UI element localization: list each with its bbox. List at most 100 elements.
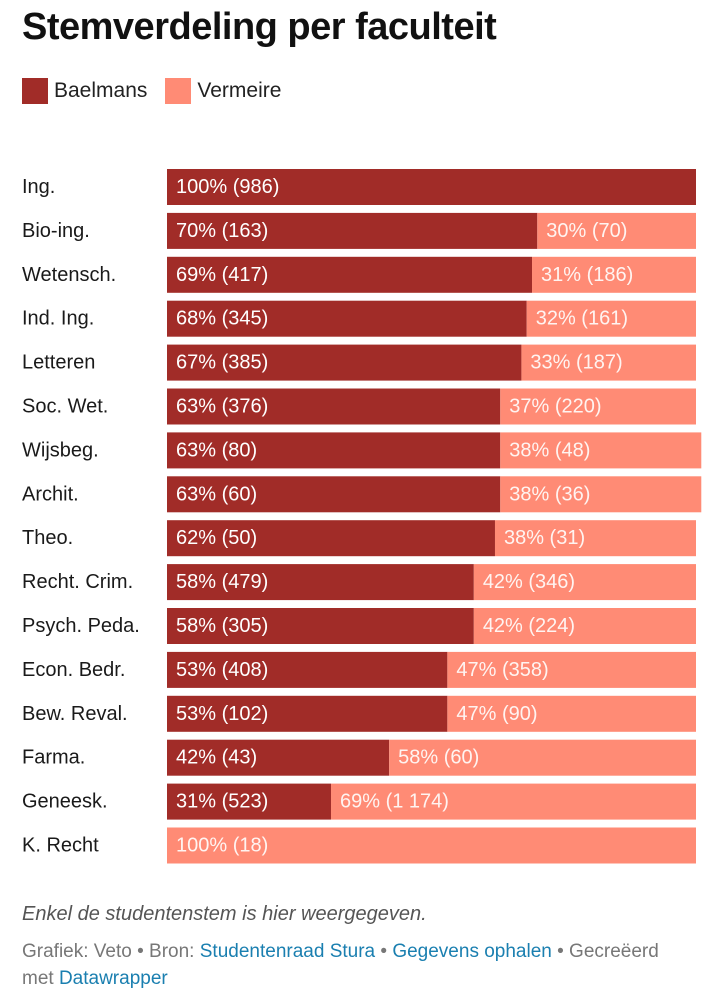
- bar-segment-baelmans: [167, 608, 474, 644]
- bar-segment-vermeire: [389, 739, 696, 776]
- datawrapper-link[interactable]: Datawrapper: [58, 968, 168, 989]
- data-label-baelmans: 58% (305): [176, 615, 268, 637]
- bar-segment-vermeire: [494, 520, 696, 557]
- chart-note: Enkel de studentenstem is hier weergegev…: [22, 903, 427, 925]
- data-label-baelmans: 53% (102): [176, 703, 268, 725]
- data-label-baelmans: 63% (376): [176, 396, 268, 418]
- bar-row-wetensch: Wetensch. 69% (417) 31% (186): [22, 256, 696, 293]
- chart-title: Stemverdeling per faculteit: [22, 6, 497, 48]
- data-label-baelmans: 62% (50): [176, 527, 257, 549]
- bar-segment-vermeire: [447, 651, 696, 688]
- data-label-baelmans: 67% (385): [176, 352, 268, 374]
- data-label-vermeire: 42% (224): [483, 615, 575, 637]
- category-label: Soc. Wet.: [22, 396, 108, 418]
- legend-label-vermeire: Vermeire: [197, 79, 282, 102]
- legend: Baelmans Vermeire: [22, 78, 299, 104]
- data-label-baelmans: 68% (345): [176, 308, 268, 330]
- category-label: Wijsbeg.: [22, 439, 99, 461]
- bar-row-ind-ing: Ind. Ing. 68% (345) 32% (161): [22, 300, 696, 337]
- bar-segment-vermeire: [500, 476, 702, 513]
- bar-row-ing: Ing. 100% (986): [22, 169, 696, 205]
- bar-segment-baelmans: [167, 169, 696, 205]
- bar-segment-vermeire: [521, 344, 696, 381]
- data-label-baelmans: 63% (80): [176, 439, 257, 461]
- bar-row-econ-bedr: Econ. Bedr. 53% (408) 47% (358): [22, 651, 696, 688]
- category-label: Archit.: [22, 483, 79, 505]
- bar-row-bew-reval: Bew. Reval. 53% (102) 47% (90): [22, 695, 696, 732]
- data-label-vermeire: 47% (358): [456, 659, 548, 681]
- category-label: Geneesk.: [22, 791, 108, 813]
- data-label-vermeire: 38% (48): [509, 439, 590, 461]
- data-label-baelmans: 31% (523): [176, 791, 268, 813]
- data-label-vermeire: 38% (36): [509, 483, 590, 505]
- category-label: Econ. Bedr.: [22, 659, 125, 681]
- bar-row-recht-crim: Recht. Crim. 58% (479) 42% (346): [22, 564, 696, 601]
- data-label-vermeire: 32% (161): [536, 308, 628, 330]
- data-label-vermeire: 100% (18): [176, 835, 268, 857]
- data-label-vermeire: 69% (1 174): [340, 791, 449, 813]
- data-label-vermeire: 37% (220): [509, 396, 601, 418]
- bar-segment-baelmans: [167, 212, 538, 249]
- bar-segment-baelmans: [167, 783, 331, 820]
- bar-segment-baelmans: [167, 256, 533, 293]
- bar-row-psych-peda: Psych. Peda. 58% (305) 42% (224): [22, 608, 696, 644]
- data-label-baelmans: 63% (60): [176, 483, 257, 505]
- bar-row-letteren: Letteren 67% (385) 33% (187): [22, 344, 696, 381]
- category-label: Letteren: [22, 352, 95, 374]
- legend-swatch-vermeire: [165, 78, 192, 104]
- bar-segment-vermeire: [473, 608, 696, 644]
- data-label-vermeire: 33% (187): [530, 352, 622, 374]
- bar-segment-vermeire: [447, 695, 696, 732]
- data-label-baelmans: 70% (163): [176, 220, 268, 242]
- footer-credit: Grafiek: Veto • Bron:: [22, 941, 200, 962]
- category-label: Bio-ing.: [22, 220, 90, 242]
- data-label-vermeire: 42% (346): [483, 571, 575, 593]
- bar-segment-vermeire: [473, 564, 696, 601]
- data-label-baelmans: 100% (986): [176, 176, 279, 198]
- bar-segment-baelmans: [167, 388, 501, 425]
- bar-segment-baelmans: [167, 432, 501, 469]
- category-label: Recht. Crim.: [22, 571, 133, 593]
- bar-row-archit: Archit. 63% (60) 38% (36): [22, 476, 702, 513]
- legend-swatch-baelmans: [22, 78, 48, 104]
- data-label-vermeire: 31% (186): [541, 264, 633, 286]
- category-label: Ind. Ing.: [22, 308, 94, 330]
- category-label: Wetensch.: [22, 264, 116, 286]
- category-label: Ing.: [22, 176, 55, 198]
- footer-created-with: • Gecreëerd met: [22, 941, 659, 989]
- bar-segment-vermeire: [167, 827, 696, 864]
- data-label-baelmans: 69% (417): [176, 264, 268, 286]
- source-link[interactable]: Studentenraad Stura: [199, 941, 376, 962]
- bar-row-geneesk: Geneesk. 31% (523) 69% (1 174): [22, 783, 696, 820]
- category-label: Psych. Peda.: [22, 615, 140, 637]
- bar-segment-vermeire: [537, 212, 696, 249]
- bar-segment-baelmans: [167, 476, 501, 513]
- bar-segment-baelmans: [167, 300, 527, 337]
- bar-row-theo: Theo. 62% (50) 38% (31): [22, 520, 696, 557]
- bar-segment-baelmans: [167, 564, 474, 601]
- data-label-baelmans: 42% (43): [176, 747, 257, 769]
- bar-segment-vermeire: [500, 432, 702, 469]
- data-label-vermeire: 58% (60): [398, 747, 479, 769]
- footer-separator: •: [375, 941, 393, 962]
- data-label-baelmans: 53% (408): [176, 659, 268, 681]
- category-label: K. Recht: [22, 835, 99, 857]
- bar-row-soc-wet: Soc. Wet. 63% (376) 37% (220): [22, 388, 696, 425]
- legend-label-baelmans: Baelmans: [54, 79, 148, 102]
- category-label: Theo.: [22, 527, 73, 549]
- legend-item-baelmans: Baelmans: [22, 78, 147, 104]
- bar-segment-vermeire: [330, 783, 696, 820]
- stacked-bar-chart: Ing. 100% (986) Bio-ing. 70% (163) 30% (70) W…: [22, 169, 702, 864]
- legend-item-vermeire: Vermeire: [165, 78, 281, 104]
- data-label-baelmans: 58% (479): [176, 571, 268, 593]
- bar-row-wijsbeg: Wijsbeg. 63% (80) 38% (48): [22, 432, 702, 469]
- data-label-vermeire: 47% (90): [456, 703, 537, 725]
- bar-segment-baelmans: [167, 344, 522, 381]
- bar-segment-baelmans: [167, 739, 390, 776]
- bar-row-k-recht: K. Recht 100% (18): [22, 827, 696, 864]
- get-data-link[interactable]: Gegevens ophalen: [392, 941, 552, 962]
- bar-segment-baelmans: [167, 695, 448, 732]
- bar-segment-baelmans: [167, 651, 448, 688]
- bar-segment-baelmans: [167, 520, 495, 557]
- bar-segment-vermeire: [500, 388, 696, 425]
